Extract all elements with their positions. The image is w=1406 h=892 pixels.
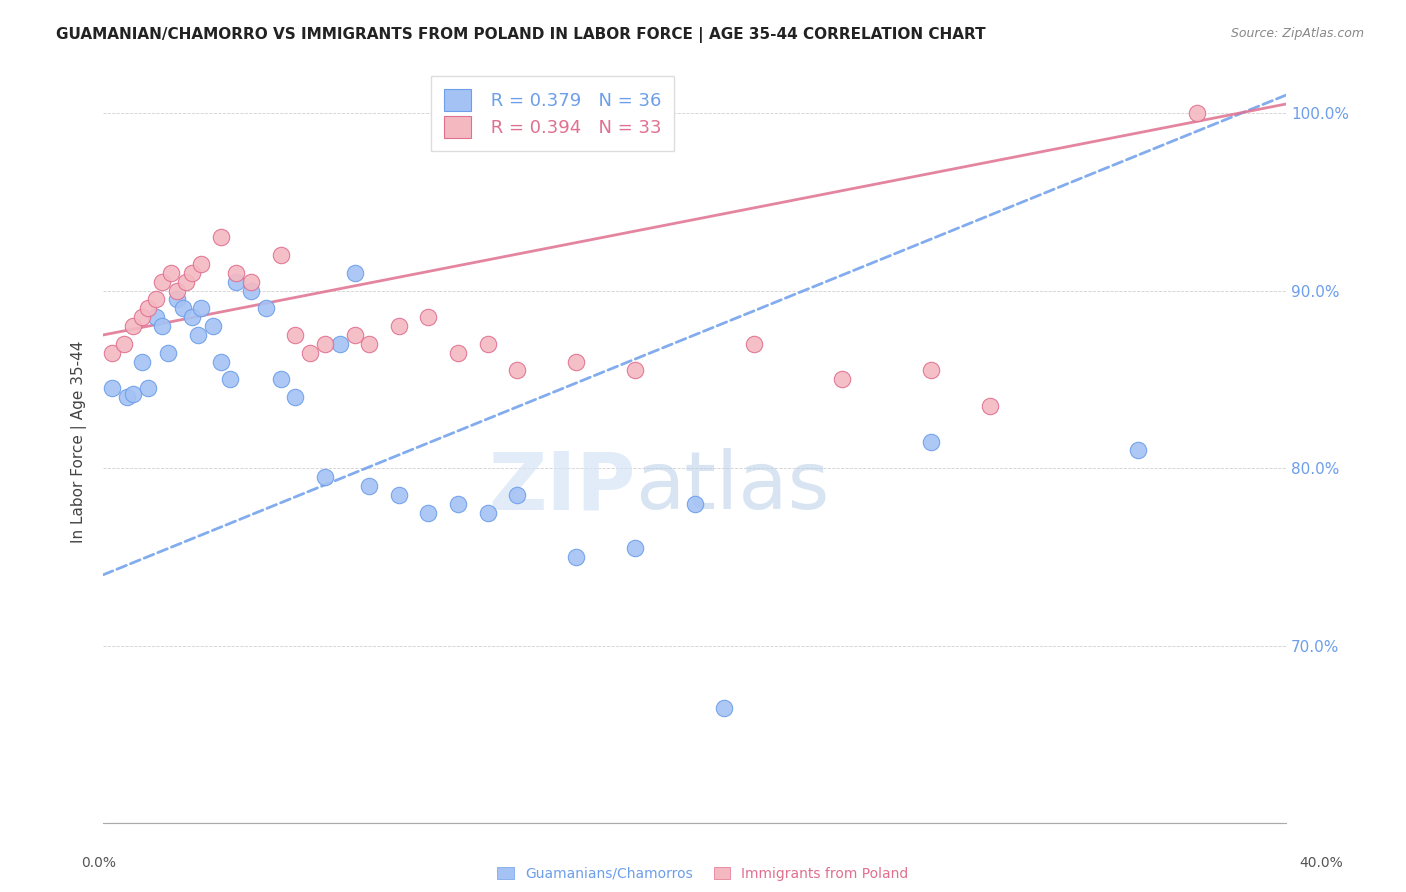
Point xyxy=(131,310,153,325)
Point xyxy=(1126,443,1149,458)
Point xyxy=(418,310,440,325)
Point xyxy=(131,354,153,368)
Point xyxy=(225,266,247,280)
Legend: Guamanians/Chamorros, Immigrants from Poland: Guamanians/Chamorros, Immigrants from Po… xyxy=(494,863,912,885)
Point xyxy=(713,701,735,715)
Point xyxy=(180,310,202,325)
Point xyxy=(166,284,188,298)
Point xyxy=(329,336,352,351)
Point xyxy=(190,301,212,316)
Point xyxy=(201,319,224,334)
Point xyxy=(157,345,180,359)
Legend:  R = 0.379   N = 36,  R = 0.394   N = 33: R = 0.379 N = 36, R = 0.394 N = 33 xyxy=(432,77,675,151)
Point xyxy=(477,336,499,351)
Point xyxy=(920,363,942,377)
Point xyxy=(314,470,336,484)
Point xyxy=(343,328,366,343)
Point xyxy=(477,506,499,520)
Point xyxy=(174,275,197,289)
Text: ZIP: ZIP xyxy=(488,449,636,526)
Point xyxy=(172,301,194,316)
Point xyxy=(101,381,124,395)
Point xyxy=(388,488,411,502)
Point xyxy=(150,319,173,334)
Point xyxy=(211,354,233,368)
Point xyxy=(979,399,1001,413)
Point xyxy=(359,479,381,493)
Point xyxy=(506,488,529,502)
Point xyxy=(211,230,233,244)
Point xyxy=(565,354,588,368)
Y-axis label: In Labor Force | Age 35-44: In Labor Force | Age 35-44 xyxy=(72,341,87,542)
Point xyxy=(166,293,188,307)
Point xyxy=(190,257,212,271)
Point xyxy=(270,372,292,386)
Point xyxy=(343,266,366,280)
Text: Source: ZipAtlas.com: Source: ZipAtlas.com xyxy=(1230,27,1364,40)
Text: atlas: atlas xyxy=(636,449,830,526)
Text: 0.0%: 0.0% xyxy=(82,855,115,870)
Point xyxy=(284,390,307,404)
Point xyxy=(145,310,167,325)
Point xyxy=(254,301,277,316)
Point xyxy=(506,363,529,377)
Point xyxy=(1187,106,1209,120)
Point xyxy=(447,497,470,511)
Point xyxy=(136,301,159,316)
Point xyxy=(112,336,135,351)
Point xyxy=(742,336,765,351)
Point xyxy=(101,345,124,359)
Point xyxy=(624,541,647,555)
Point xyxy=(683,497,706,511)
Point xyxy=(831,372,853,386)
Point xyxy=(447,345,470,359)
Text: GUAMANIAN/CHAMORRO VS IMMIGRANTS FROM POLAND IN LABOR FORCE | AGE 35-44 CORRELAT: GUAMANIAN/CHAMORRO VS IMMIGRANTS FROM PO… xyxy=(56,27,986,43)
Text: 40.0%: 40.0% xyxy=(1299,855,1344,870)
Point xyxy=(565,549,588,564)
Point xyxy=(359,336,381,351)
Point xyxy=(145,293,167,307)
Point xyxy=(115,390,138,404)
Point xyxy=(136,381,159,395)
Point xyxy=(624,363,647,377)
Point xyxy=(160,266,183,280)
Point xyxy=(284,328,307,343)
Point xyxy=(219,372,242,386)
Point xyxy=(187,328,209,343)
Point xyxy=(270,248,292,262)
Point xyxy=(388,319,411,334)
Point xyxy=(314,336,336,351)
Point xyxy=(240,275,263,289)
Point xyxy=(225,275,247,289)
Point xyxy=(920,434,942,449)
Point xyxy=(150,275,173,289)
Point xyxy=(240,284,263,298)
Point xyxy=(299,345,322,359)
Point xyxy=(418,506,440,520)
Point xyxy=(121,386,143,401)
Point xyxy=(180,266,202,280)
Point xyxy=(121,319,143,334)
